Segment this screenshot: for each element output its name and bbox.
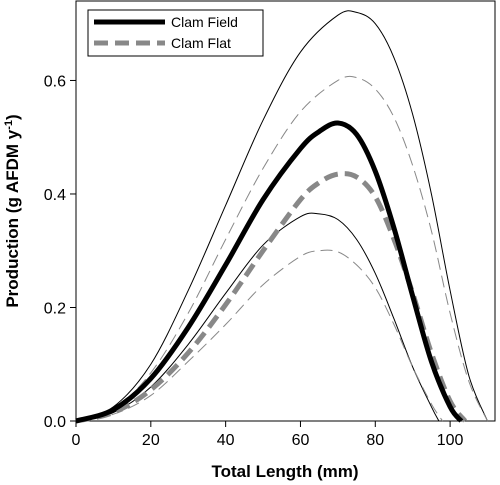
y-tick-label: 0.6	[44, 73, 66, 90]
y-tick-label: 0.0	[44, 414, 66, 431]
x-axis: 0 20 40 60 80 100	[72, 421, 464, 449]
series-line-bound-3	[75, 75, 488, 422]
y-axis-title-suffix: )	[3, 114, 22, 120]
x-tick-label: 40	[217, 432, 235, 449]
legend-label-clam-flat: Clam Flat	[171, 35, 231, 51]
series-layer	[75, 10, 488, 424]
legend-label-clam-field: Clam Field	[171, 14, 238, 30]
y-tick-label: 0.2	[44, 300, 66, 317]
series-line-bound-5	[75, 249, 444, 422]
x-tick-label: 20	[142, 432, 160, 449]
x-tick-label: 80	[366, 432, 384, 449]
x-tick-label: 0	[72, 432, 81, 449]
series-line-bound-2	[75, 10, 488, 422]
legend: Clam Field Clam Flat	[87, 9, 264, 57]
x-tick-label: 60	[292, 432, 310, 449]
y-tick-label: 0.4	[44, 187, 66, 204]
plot-frame	[75, 0, 496, 422]
series-line-bound-4	[75, 212, 440, 422]
y-axis-title: Production (g AFDM y-1)	[3, 114, 22, 307]
y-axis-title-main: Production (g AFDM y	[3, 129, 22, 307]
x-axis-title: Total Length (mm)	[212, 462, 359, 481]
series-line-clam-flat	[75, 171, 468, 424]
y-axis: 0.0 0.2 0.4 0.6	[44, 73, 76, 431]
x-tick-label: 100	[437, 432, 464, 449]
y-axis-title-superscript: -1	[3, 120, 15, 130]
legend-box	[87, 9, 264, 57]
series-line-clam-field	[75, 120, 464, 424]
